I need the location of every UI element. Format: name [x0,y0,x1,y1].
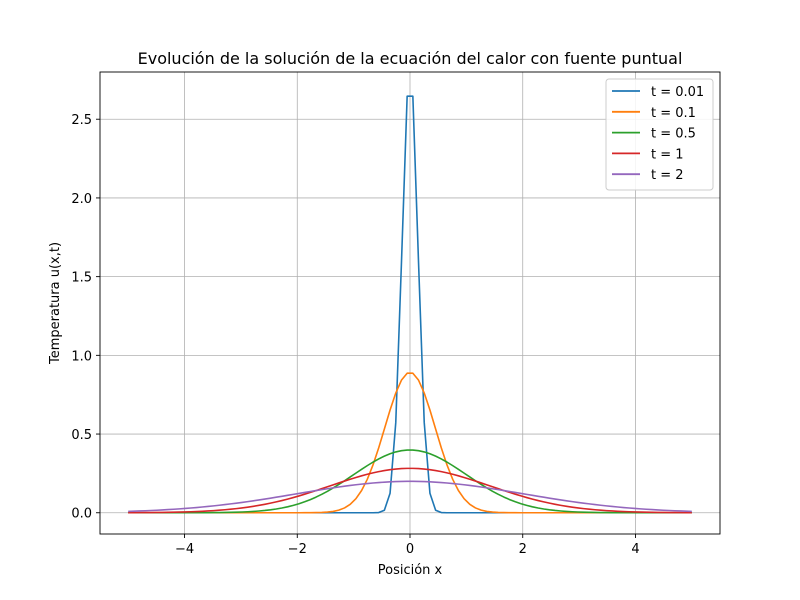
legend-label-0: t = 0.01 [651,85,704,100]
y-tick-label: 0.0 [71,507,92,522]
legend-label-2: t = 0.5 [651,127,696,142]
axis-ticks: −4 −2 0 2 4 0.0 0.5 1.0 1.5 2.0 2.5 [71,113,639,557]
x-tick-label: 0 [406,542,414,557]
legend-label-3: t = 1 [651,147,684,162]
x-tick-label: −4 [175,542,194,557]
legend-label-4: t = 2 [651,168,684,183]
y-tick-label: 1.0 [71,349,92,364]
legend-box [605,78,714,191]
series-lines [128,95,692,514]
series-line-3 [128,467,692,514]
y-tick-label: 0.5 [71,428,92,443]
series-line-4 [128,480,692,513]
x-tick-label: 2 [519,542,527,557]
y-axis-label: Temperatura u(x,t) [48,242,63,365]
y-tick-label: 2.5 [71,113,92,128]
y-tick-label: 1.5 [71,271,92,286]
chart-title: Evolución de la solución de la ecuación … [138,49,683,68]
legend-label-1: t = 0.1 [651,106,696,121]
x-tick-label: 4 [631,542,639,557]
legend: t = 0.01 t = 0.1 t = 0.5 t = 1 t = 2 [605,78,714,191]
series-line-2 [128,449,692,514]
y-tick-label: 2.0 [71,192,92,207]
x-tick-label: −2 [288,542,307,557]
x-axis-label: Posición x [378,563,443,578]
